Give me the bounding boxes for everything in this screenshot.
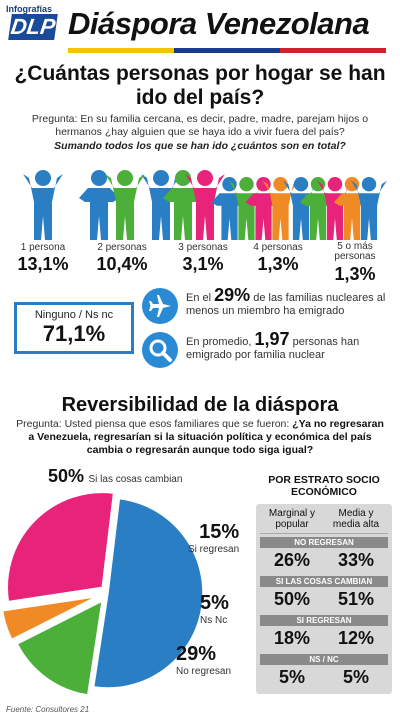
stat1-number: 29% [214, 285, 251, 305]
household-groups: 1 persona 13,1% 2 personas 10,4% 3 perso… [0, 160, 400, 284]
person-icon [163, 170, 203, 240]
group-label: 5 o más personas [334, 241, 376, 262]
estrato-row: NS / NC 5% 5% [260, 654, 388, 690]
estrato-col1: Marginal y popular [268, 508, 316, 530]
page-title: Diáspora Venezolana [68, 6, 370, 41]
person-icon [79, 170, 119, 240]
stat2-number: 1,97 [254, 329, 290, 349]
estrato-value: 26% [273, 550, 311, 570]
flag-stripe [68, 48, 386, 53]
person-icon [23, 170, 63, 240]
stat1: En el 29% de las familias nucleares al m… [186, 286, 392, 318]
estrato-columns: Marginal y popular Media y media alta [260, 508, 388, 534]
estrato-value: 18% [273, 628, 311, 648]
pie-slice [6, 491, 115, 603]
stat2-pre: En promedio, [186, 336, 252, 348]
logo-text: DLP [8, 14, 58, 40]
estrato-value: 33% [337, 550, 375, 570]
section2-question-pre: Pregunta: Usted piensa que esos familiar… [16, 418, 290, 430]
pie-slice [16, 599, 104, 696]
estrato-row: SI REGRESAN 18% 12% [260, 615, 388, 651]
estrato-row: NO REGRESAN 26% 33% [260, 537, 388, 573]
pie-label-pct: 5% [200, 592, 229, 614]
pie-label-noregresan: 29% No regresan [176, 643, 231, 677]
section1-title: ¿Cuántas personas por hogar se han ido d… [14, 62, 386, 109]
estrato-row: SI LAS COSAS CAMBIAN 50% 51% [260, 576, 388, 612]
group-value: 13,1% [17, 254, 69, 274]
pie-slice [1, 595, 97, 641]
ninguno-label: Ninguno / Ns nc [34, 309, 114, 321]
person-icon [185, 170, 225, 240]
group-value: 1,3% [257, 254, 299, 274]
estrato-row-label: SI LAS COSAS CAMBIAN [260, 576, 388, 587]
pie-label-cambian: 50% Si las cosas cambian [48, 466, 182, 487]
source-note: Fuente: Consultores 21 [6, 705, 90, 714]
estrato-value: 50% [273, 589, 311, 609]
section2-title: Reversibilidad de la diáspora [61, 394, 339, 416]
pie-label-pct: 29% [176, 643, 217, 665]
estrato-panel: POR ESTRATO SOCIO ECONÓMICO Marginal y p… [256, 474, 392, 704]
people-icons [23, 170, 387, 240]
section1-question: Pregunta: En su familia cercana, es deci… [31, 113, 369, 138]
pie-chart [1, 491, 204, 696]
group-label: 1 persona [20, 242, 66, 253]
group-value: 3,1% [182, 254, 224, 274]
flag-red [280, 48, 386, 53]
stat1-post: de las familias nucleares al menos un mi… [186, 292, 386, 317]
estrato-value: 12% [337, 628, 375, 648]
person-icon [262, 177, 299, 240]
airplane-icon [142, 288, 178, 324]
pie-label-text: No regresan [176, 666, 232, 677]
pie-label-nsnc: 5% Ns Nc [200, 592, 229, 626]
search-icon [142, 332, 178, 368]
pie-label-regresan: 15% Si regresan [188, 521, 239, 555]
estrato-value: 51% [337, 589, 375, 609]
stat2: En promedio, 1,97 personas han emigrado … [186, 330, 392, 362]
ninguno-value: 71,1% [42, 321, 106, 346]
ninguno-box: Ninguno / Ns nc 71,1% [14, 302, 134, 354]
estrato-row-label: NO REGRESAN [260, 537, 388, 548]
flag-blue [174, 48, 280, 53]
pie-label-text: Si las cosas cambian [88, 474, 183, 485]
person-icon [351, 177, 387, 240]
section1-question2: Sumando todos los que se han ido ¿cuánto… [54, 140, 346, 152]
section2-question-bold: ¿Ya no regresaran a Venezuela, regresarí… [28, 418, 384, 456]
estrato-row-label: NS / NC [260, 654, 388, 665]
flag-yellow [68, 48, 174, 53]
section2-question: Pregunta: Usted piensa que esos familiar… [14, 418, 386, 457]
estrato-value: 5% [278, 667, 305, 687]
pie-label-text: Si regresan [188, 544, 240, 555]
pie-slice [92, 497, 204, 689]
estrato-table: Marginal y popular Media y media alta NO… [256, 504, 392, 694]
pie-label-text: Ns Nc [200, 615, 228, 626]
stat2-post: personas han emigrado por familia nuclea… [186, 336, 360, 361]
group-label: 3 personas [178, 242, 228, 253]
group-label: 4 personas [253, 242, 303, 253]
person-icon [105, 170, 145, 240]
group-label: 2 personas [97, 242, 147, 253]
stat1-pre: En el [186, 292, 212, 304]
estrato-title: POR ESTRATO SOCIO ECONÓMICO [268, 474, 380, 498]
group-value: 10,4% [96, 254, 148, 274]
logo: Infografías DLP [4, 4, 62, 46]
logo-small-text: Infografías [6, 4, 53, 14]
estrato-row-label: SI REGRESAN [260, 615, 388, 626]
pie-label-pct: 50% [48, 466, 85, 486]
pie-label-pct: 15% [199, 521, 240, 543]
estrato-col2: Media y media alta [332, 508, 380, 530]
estrato-value: 5% [342, 667, 369, 687]
group-value: 1,3% [334, 264, 376, 284]
